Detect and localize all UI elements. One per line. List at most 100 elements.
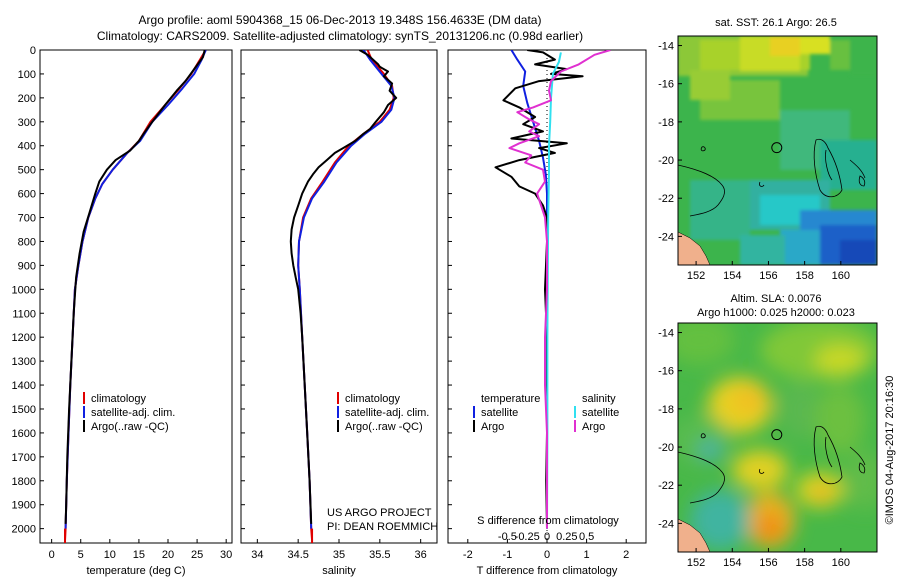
x-tick-label: 10 bbox=[104, 549, 116, 561]
s-tick-label: 0 bbox=[544, 531, 550, 543]
depth-tick-label: 100 bbox=[18, 69, 36, 81]
sst-heatmap bbox=[678, 36, 877, 265]
legend-label-satellite: satellite-adj. clim. bbox=[91, 407, 175, 419]
legend-label-argo: Argo(..raw -QC) bbox=[345, 421, 423, 433]
project-annotation: US ARGO PROJECT bbox=[327, 507, 432, 519]
s-tick-label: 0.25 bbox=[556, 531, 577, 543]
x-tick-label: 5 bbox=[78, 549, 84, 561]
salinity-x-axis: 34 34.5 35 35.5 36 bbox=[251, 539, 427, 561]
legend-label-satellite: satellite-adj. clim. bbox=[345, 407, 429, 419]
map-y-tick-label: -18 bbox=[658, 117, 674, 129]
depth-tick-label: 900 bbox=[18, 260, 36, 272]
map-x-tick-label: 154 bbox=[723, 557, 741, 569]
series-line-s-satellite bbox=[546, 52, 562, 529]
map-x-tick-label: 160 bbox=[832, 557, 850, 569]
map-y-tick-label: -14 bbox=[658, 41, 674, 53]
map-x-tick-label: 158 bbox=[795, 557, 813, 569]
x-tick-label: 36 bbox=[415, 549, 427, 561]
depth-tick-label: 700 bbox=[18, 213, 36, 225]
x-tick-label: 30 bbox=[220, 549, 232, 561]
x-tick-label: 34 bbox=[251, 549, 263, 561]
difference-lines bbox=[494, 50, 611, 529]
x-tick-label: -2 bbox=[463, 549, 473, 561]
map-y-tick-label: -22 bbox=[658, 193, 674, 205]
salinity-lines bbox=[289, 50, 398, 543]
depth-tick-label: 1600 bbox=[12, 428, 36, 440]
map-y-tick-label: -14 bbox=[658, 328, 674, 340]
depth-tick-label: 1400 bbox=[12, 380, 36, 392]
depth-tick-label: 1200 bbox=[12, 332, 36, 344]
pi-annotation: PI: DEAN ROEMMICH bbox=[327, 521, 438, 533]
legend-label-climatology: climatology bbox=[91, 393, 147, 405]
legend-header-salinity: salinity bbox=[582, 393, 616, 405]
sst-map-frame bbox=[677, 35, 878, 266]
x-tick-label: 2 bbox=[623, 549, 629, 561]
t-difference-xlabel: T difference from climatology bbox=[477, 565, 618, 577]
sst-map-title: sat. SST: 26.1 Argo: 26.5 bbox=[715, 17, 837, 29]
legend-label-t-satellite: satellite bbox=[481, 407, 518, 419]
argo-position-marker bbox=[771, 142, 783, 154]
depth-tick-label: 1900 bbox=[12, 500, 36, 512]
series-line-t-argo bbox=[494, 50, 584, 529]
depth-tick-label: 1800 bbox=[12, 476, 36, 488]
x-tick-label: 25 bbox=[191, 549, 203, 561]
map-x-tick-label: 156 bbox=[759, 557, 777, 569]
depth-axis: 0 100 200 300 400 500 600 700 800 900 1000 1100 1200… bbox=[12, 45, 452, 536]
figure-subtitle: Climatology: CARS2009. Satellite-adjuste… bbox=[97, 29, 583, 43]
map-x-tick-label: 152 bbox=[687, 557, 705, 569]
x-tick-label: -1 bbox=[503, 549, 513, 561]
map-x-tick-label: 158 bbox=[795, 270, 813, 282]
x-tick-label: 35.5 bbox=[369, 549, 390, 561]
depth-tick-label: 0 bbox=[30, 45, 36, 57]
depth-tick-label: 800 bbox=[18, 236, 36, 248]
map-y-tick-label: -16 bbox=[658, 366, 674, 378]
legend-label-s-satellite: satellite bbox=[582, 407, 619, 419]
x-tick-label: 0 bbox=[544, 549, 550, 561]
depth-tick-label: 1000 bbox=[12, 284, 36, 296]
x-tick-label: 1 bbox=[584, 549, 590, 561]
sst-map-axes: 152 154 156 158 160 -14 -16 -18 -20 -22 -24 bbox=[658, 41, 850, 282]
map-y-tick-label: -20 bbox=[658, 442, 674, 454]
series-line-argo-raw-qc- bbox=[289, 50, 398, 524]
legend-label-argo: Argo(..raw -QC) bbox=[91, 421, 169, 433]
s-tick-label: -0.5 bbox=[498, 531, 517, 543]
depth-tick-label: 2000 bbox=[12, 524, 36, 536]
map-y-tick-label: -24 bbox=[658, 518, 674, 530]
map-y-tick-label: -18 bbox=[658, 404, 674, 416]
sla-map-subtitle: Argo h1000: 0.025 h2000: 0.023 bbox=[697, 307, 855, 319]
depth-tick-label: 600 bbox=[18, 189, 36, 201]
series-line-climatology bbox=[64, 50, 207, 541]
sla-map-frame bbox=[677, 322, 878, 553]
depth-tick-label: 400 bbox=[18, 141, 36, 153]
salinity-xlabel: salinity bbox=[322, 565, 356, 577]
legend-label-climatology: climatology bbox=[345, 393, 401, 405]
sst-map-panel: sat. SST: 26.1 Argo: 26.5 bbox=[658, 17, 878, 282]
temperature-panel: 0100200300400500600700800900100011001200… bbox=[12, 45, 452, 577]
imos-credit: ©IMOS 04-Aug-2017 20:16:30 bbox=[884, 376, 896, 525]
depth-tick-label: 1500 bbox=[12, 404, 36, 416]
series-line-satellite-adj-clim- bbox=[64, 50, 207, 529]
map-y-tick-label: -22 bbox=[658, 480, 674, 492]
difference-x-axis: -2 -1 0 1 2 -0.5-0.25 0 0.25 0.5 bbox=[463, 531, 629, 561]
s-tick-label: -0.25 bbox=[515, 531, 540, 543]
map-x-tick-label: 160 bbox=[832, 270, 850, 282]
map-y-tick-label: -24 bbox=[658, 231, 674, 243]
salinity-legend: climatology satellite-adj. clim. Argo(..… bbox=[337, 392, 429, 433]
series-line-t-satellite bbox=[510, 50, 548, 529]
series-line-s-argo bbox=[508, 50, 611, 529]
map-x-tick-label: 156 bbox=[759, 270, 777, 282]
sla-map-axes: 152 154 156 158 160 -14 -16 -18 -20 -22 -24 bbox=[658, 328, 850, 569]
series-line-satellite-adj-clim- bbox=[297, 50, 396, 529]
sla-heatmap bbox=[678, 323, 877, 552]
depth-tick-label: 500 bbox=[18, 165, 36, 177]
salinity-panel: 34 34.5 35 35.5 36 salinity climatology sate… bbox=[240, 49, 438, 577]
map-x-tick-label: 152 bbox=[687, 270, 705, 282]
legend-label-s-argo: Argo bbox=[582, 421, 605, 433]
s-difference-xlabel: S difference from climatology bbox=[477, 515, 619, 527]
legend-header-temperature: temperature bbox=[481, 393, 540, 405]
x-tick-label: 15 bbox=[133, 549, 145, 561]
legend-label-t-argo: Argo bbox=[481, 421, 504, 433]
map-y-tick-label: -16 bbox=[658, 79, 674, 91]
x-tick-label: 20 bbox=[162, 549, 174, 561]
